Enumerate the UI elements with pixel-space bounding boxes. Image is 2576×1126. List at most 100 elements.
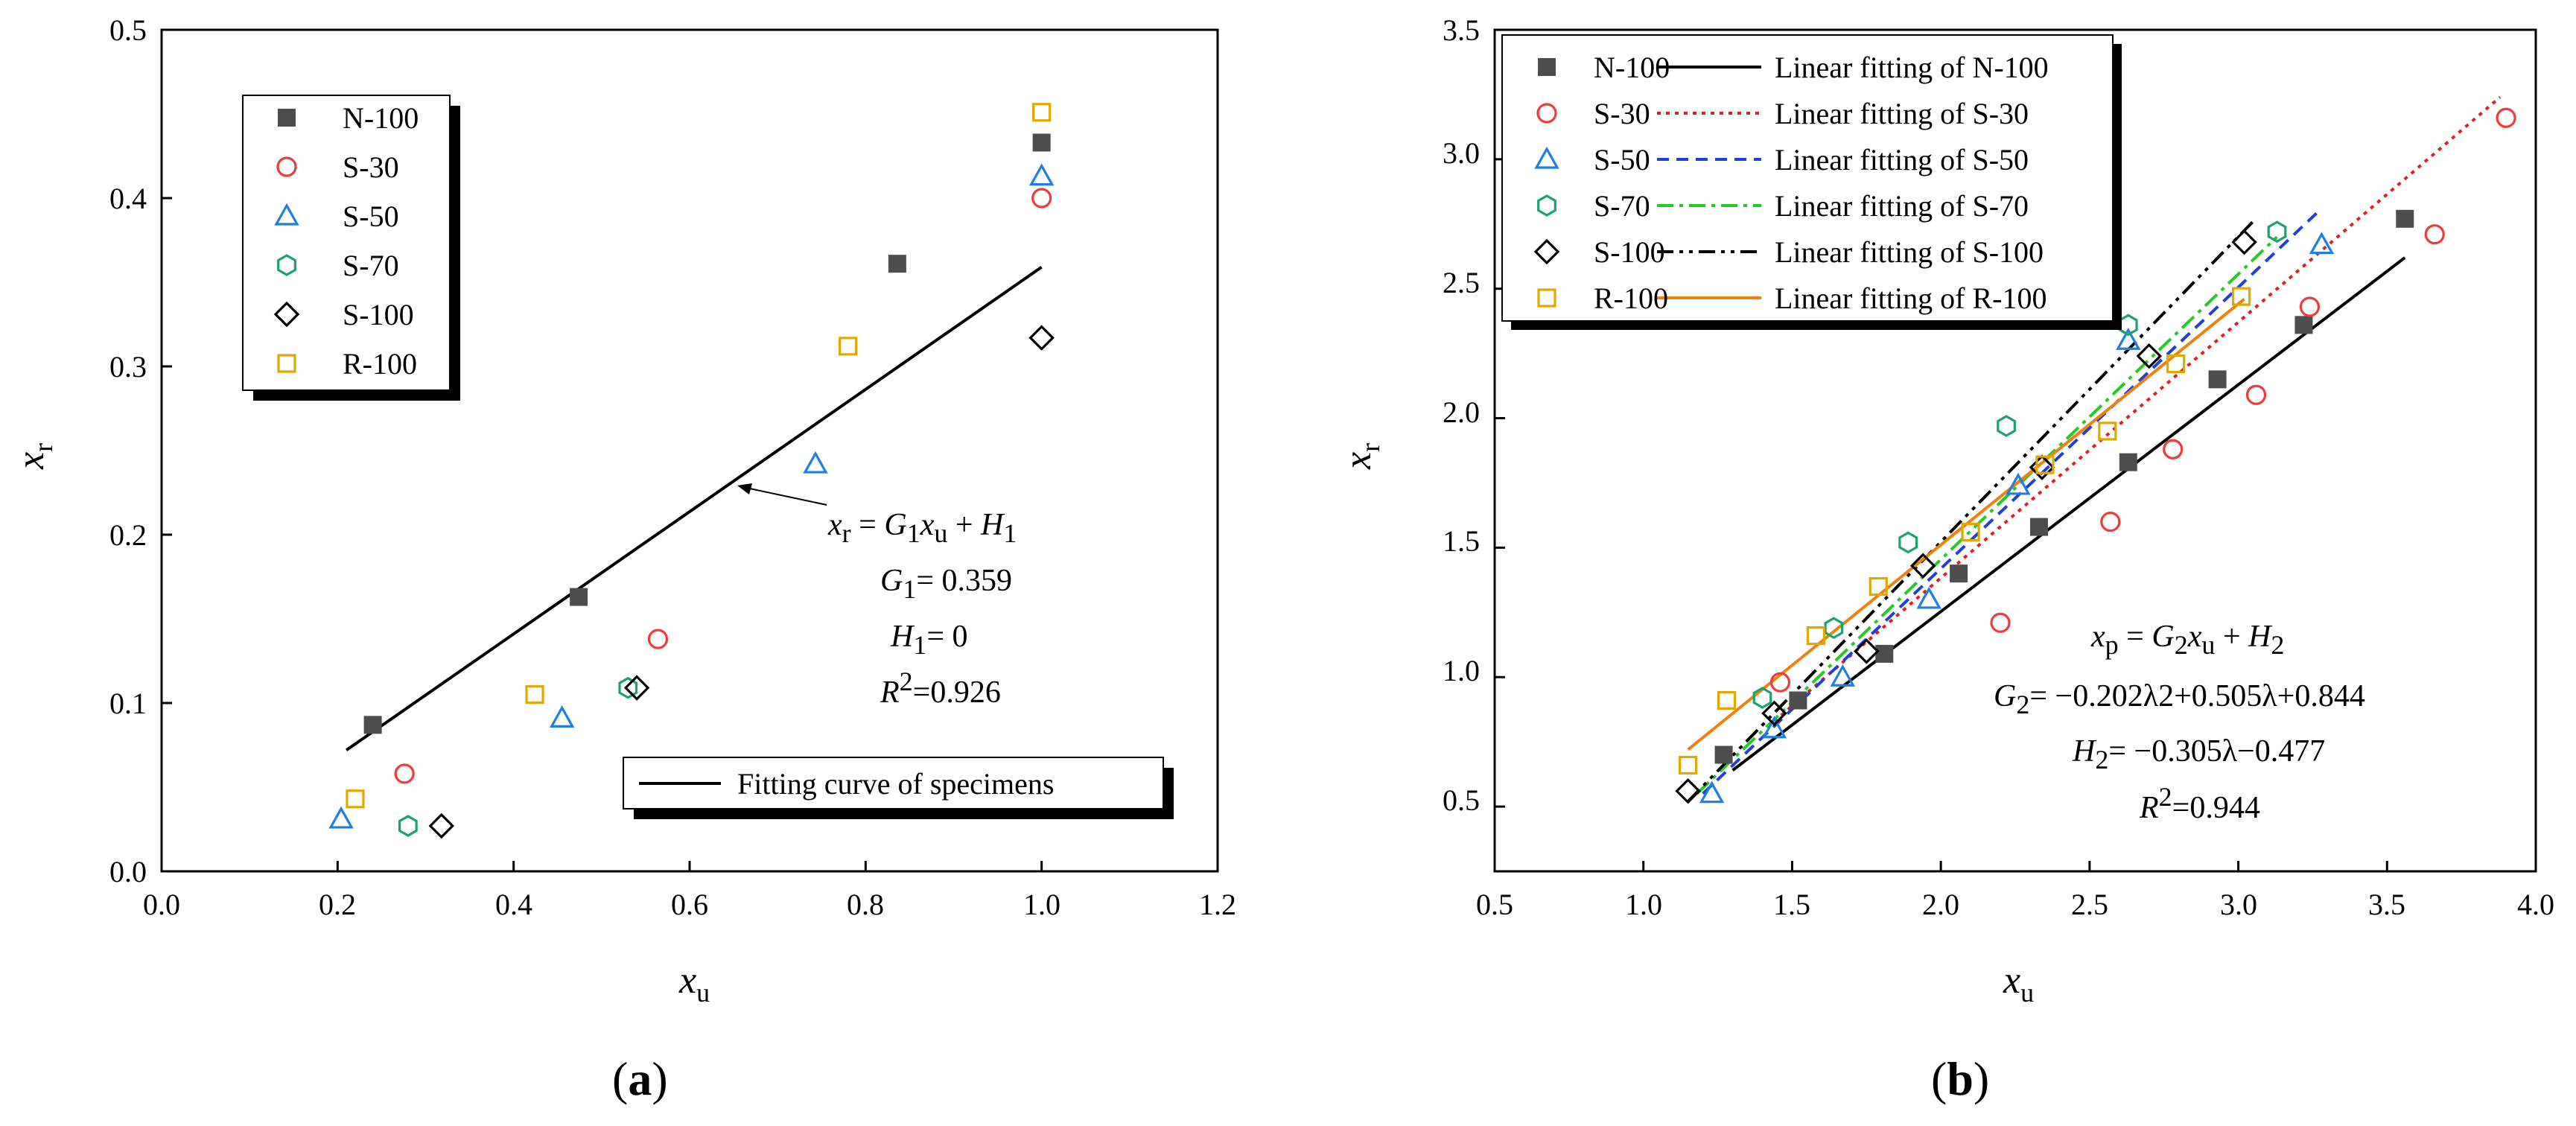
a-point-s-100-1 [623, 675, 650, 701]
b-xtick-1: 1.0 [1625, 888, 1662, 921]
b-fit-linear-fitting-of-s-30 [1773, 95, 2502, 722]
b-legend-s50: S-50 [1594, 143, 1650, 176]
b-y-axis-label: xr [1337, 443, 1385, 470]
b-tick-marks [1493, 28, 2537, 871]
a-legend-marker-s-70 [277, 254, 296, 276]
b-ytick-1: 1.0 [1443, 654, 1480, 687]
a-point-r-100-2 [839, 337, 858, 356]
b-point-s-100-0 [1675, 777, 1701, 804]
b-point-r-100-1 [1717, 690, 1737, 710]
a-legend-n100: N-100 [343, 101, 419, 135]
b-r2-label: R2=0.944 [2139, 782, 2260, 825]
b-xtick-5: 3.0 [2220, 888, 2257, 921]
a-legend-marker-n-100 [278, 109, 296, 127]
b-xtick-0: 0.5 [1476, 888, 1513, 921]
b-legend-r100: R-100 [1594, 282, 1668, 315]
a-x-tick-labels: 0.0 0.2 0.4 0.6 0.8 1.0 1.2 [143, 888, 1236, 921]
b-equation: xp = G2xu + H2 [2090, 620, 2284, 660]
a-legend-s70: S-70 [343, 249, 399, 282]
a-point-n-100-2 [888, 255, 906, 273]
b-point-s-100-5 [2136, 343, 2163, 369]
a-g1-label: G1= 0.359 [880, 564, 1012, 604]
a-annotation-arrow-line [745, 487, 827, 506]
a-data-points [328, 103, 1055, 839]
a-xtick-2: 0.4 [495, 888, 532, 921]
a-point-s-50-3 [1028, 163, 1055, 186]
b-point-r-100-5 [2035, 455, 2055, 474]
b-point-s-100-2 [1854, 638, 1880, 664]
a-legend-marker-s-50 [274, 203, 299, 226]
a-legend-box [242, 95, 451, 391]
b-point-r-100-6 [2098, 422, 2117, 441]
b-point-s-70-5 [2267, 220, 2287, 244]
b-xtick-3: 2.0 [1922, 888, 1959, 921]
a-xtick-5: 1.0 [1023, 888, 1060, 921]
b-legend-fit-s50: Linear fitting of S-50 [1775, 143, 2029, 176]
b-point-n-100-5 [2119, 453, 2137, 471]
b-legend-n100: N-100 [1594, 51, 1670, 84]
a-legend-s30: S-30 [343, 150, 399, 184]
b-xtick-2: 1.5 [1773, 888, 1810, 921]
b-point-r-100-2 [1806, 626, 1825, 646]
a-point-s-50-2 [803, 451, 828, 474]
b-x-axis-label: xu [2003, 959, 2034, 1008]
b-legend-s30: S-30 [1594, 97, 1650, 130]
a-r2-label: R2=0.926 [880, 667, 1001, 710]
a-y-axis-label: xr [10, 443, 58, 470]
a-point-s-30-2 [1031, 188, 1052, 209]
a-fit-legend: Fitting curve of specimens [623, 757, 1174, 819]
panel-a: 0.0 0.2 0.4 0.6 0.8 1.0 1.2 0.0 0.1 0.2 … [10, 13, 1236, 1105]
b-xtick-7: 4.0 [2517, 888, 2554, 921]
a-point-n-100-0 [363, 716, 382, 734]
plot-b-frame [1493, 28, 2537, 873]
b-point-s-30-4 [2245, 384, 2267, 405]
b-ytick-6: 3.5 [1443, 13, 1480, 47]
b-point-n-100-3 [1950, 564, 1968, 583]
a-equation-annotation: xr = G1xu + H1 G1= 0.359 H1= 0 R2=0.926 [737, 483, 1017, 710]
b-point-s-70-3 [1997, 415, 2016, 437]
a-tick-marks [160, 28, 1219, 873]
b-legend-s70: S-70 [1594, 189, 1650, 223]
b-legend-markers [1533, 58, 1560, 308]
b-legend-marker-s-30 [1536, 103, 1557, 124]
b-point-s-70-1 [1824, 617, 1844, 640]
a-equation: xr = G1xu + H1 [827, 508, 1017, 548]
b-point-s-50-6 [2309, 232, 2335, 255]
a-xtick-0: 0.0 [143, 888, 180, 921]
a-ytick-4: 0.4 [109, 182, 147, 215]
a-point-r-100-0 [346, 789, 365, 809]
a-legend-s50: S-50 [343, 200, 399, 233]
b-ytick-5: 3.0 [1443, 136, 1480, 170]
b-point-r-100-0 [1679, 755, 1698, 775]
b-point-r-100-4 [1961, 522, 1980, 542]
b-point-s-50-0 [1699, 780, 1725, 804]
a-xtick-1: 0.2 [319, 888, 356, 921]
a-x-axis-label: xu [678, 959, 710, 1008]
a-h1-label: H1= 0 [890, 620, 968, 660]
b-point-s-100-6 [2231, 229, 2257, 255]
b-point-s-50-2 [1830, 664, 1856, 687]
a-y-tick-labels: 0.0 0.1 0.2 0.3 0.4 0.5 [109, 13, 147, 888]
b-point-n-100-8 [2396, 209, 2414, 228]
a-fit-fitting-curve-of-specimens [346, 266, 1043, 751]
a-legend-marker-r-100 [277, 354, 296, 373]
b-legend-marker-n-100 [1538, 58, 1556, 76]
a-legend-markers [273, 109, 300, 373]
b-legend-box [1501, 34, 2114, 322]
b-point-s-50-5 [2116, 327, 2141, 350]
b-x-tick-labels: 0.5 1.0 1.5 2.0 2.5 3.0 3.5 4.0 [1476, 888, 2554, 921]
a-legend-r100: R-100 [343, 347, 417, 381]
b-point-s-70-2 [1898, 531, 1918, 554]
b-ytick-3: 2.0 [1443, 395, 1480, 429]
b-ytick-0: 0.5 [1443, 783, 1480, 817]
b-point-n-100-0 [1714, 745, 1733, 764]
b-legend-marker-r-100 [1537, 288, 1556, 308]
b-point-s-50-4 [2006, 472, 2031, 495]
a-legend: N-100 S-30 S-50 S-70 S-100 R-100 [242, 95, 460, 401]
b-g2-label: G2= −0.202λ2+0.505λ+0.844 [1994, 679, 2365, 719]
b-legend-marker-s-70 [1537, 194, 1556, 217]
panel-b: 0.5 1.0 1.5 2.0 2.5 3.0 3.5 4.0 0.5 1.0 … [1337, 13, 2554, 1105]
b-point-s-100-3 [1909, 553, 1936, 579]
b-xtick-6: 3.5 [2368, 888, 2405, 921]
